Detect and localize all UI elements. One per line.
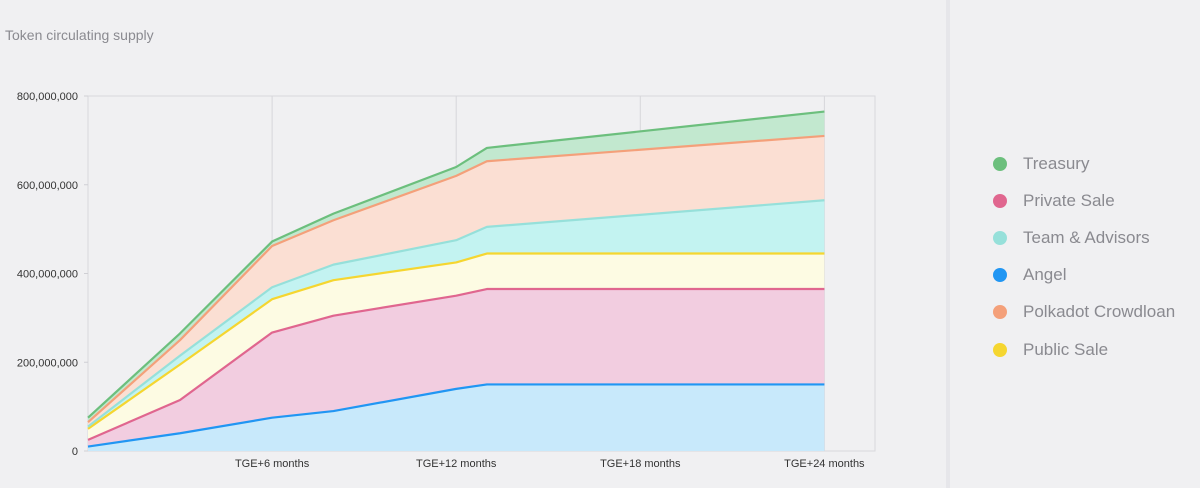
chart-legend: Treasury Private Sale Team & Advisors Angel… [993, 145, 1175, 368]
chart-panel: Token circulating supply 0 200,000,000 400… [5, 27, 876, 470]
y-tick-label: 200,000,000 [17, 357, 78, 369]
legend-label: Public Sale [1023, 339, 1109, 359]
y-tick-label: 400,000,000 [17, 269, 78, 281]
line-public-sale [87, 252, 825, 430]
line-polkadot-crowdloan [87, 134, 825, 423]
y-tick-label: 800,000,000 [17, 91, 78, 103]
legend-item[interactable]: Treasury [993, 145, 1175, 182]
legend-item[interactable]: Private Sale [993, 182, 1175, 219]
area-treasury [88, 111, 825, 423]
area-polkadot-crowdloan [88, 135, 825, 427]
legend-dot-icon [993, 193, 1007, 208]
panel-divider [946, 0, 950, 488]
line-treasury [87, 110, 825, 419]
x-tick-label: TGE+24 months [784, 458, 865, 470]
area-private-sale [88, 289, 825, 447]
chart-title: Token circulating supply [5, 27, 154, 43]
area-chart: 0 200,000,000 400,000,000 600,000,000 800,00… [17, 91, 876, 470]
legend-item[interactable]: Public Sale [993, 331, 1175, 368]
legend-label: Team & Advisors [1023, 227, 1150, 247]
legend-label: Angel [1023, 265, 1067, 285]
legend-dot-icon [993, 342, 1007, 357]
legend-dot-icon [993, 156, 1007, 171]
legend-dot-icon [993, 305, 1007, 320]
legend-item[interactable]: Polkadot Crowdloan [993, 294, 1175, 331]
area-team-advisors [88, 200, 825, 429]
legend-dot-icon [993, 230, 1007, 245]
x-tick-label: TGE+12 months [416, 458, 497, 470]
x-tick-label: TGE+6 months [235, 458, 310, 470]
legend-item[interactable]: Angel [993, 257, 1175, 294]
line-private-sale [87, 287, 825, 441]
legend-label: Treasury [1023, 153, 1090, 173]
legend-label: Private Sale [1023, 190, 1115, 210]
legend-item[interactable]: Team & Advisors [993, 219, 1175, 256]
x-tick-label: TGE+18 months [600, 458, 681, 470]
line-angel [87, 383, 825, 448]
legend-dot-icon [993, 268, 1007, 283]
legend-panel: Treasury Private Sale Team & Advisors Angel… [950, 0, 1200, 488]
y-tick-label: 600,000,000 [17, 180, 78, 192]
line-team-advisors [87, 199, 825, 428]
y-tick-label: 0 [72, 446, 78, 458]
area-angel [88, 384, 825, 451]
legend-label: Polkadot Crowdloan [1023, 302, 1176, 322]
